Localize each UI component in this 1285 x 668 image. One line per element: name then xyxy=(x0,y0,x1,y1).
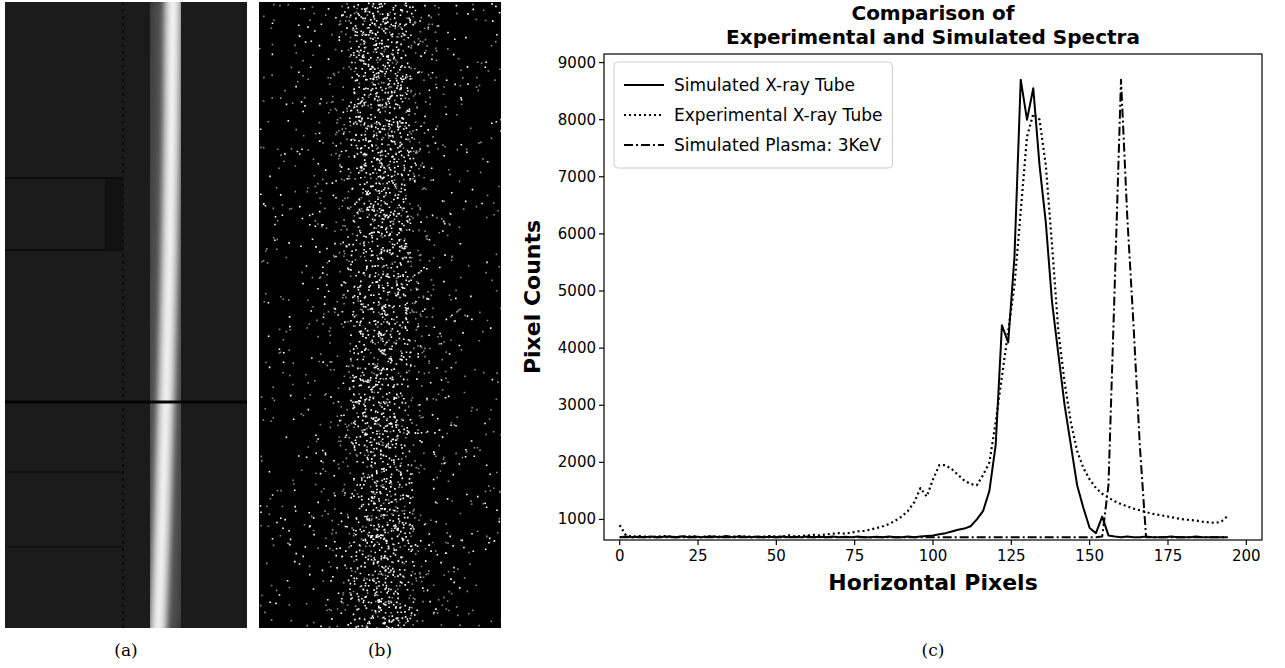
y-tick xyxy=(599,176,604,177)
series-line xyxy=(620,80,1228,537)
legend-label: Simulated X-ray Tube xyxy=(674,75,855,95)
x-tick-label: 175 xyxy=(1154,547,1183,565)
x-tick-label: 75 xyxy=(845,547,864,565)
image-seam xyxy=(5,471,123,473)
image-panel-a xyxy=(5,2,247,628)
y-tick xyxy=(599,290,604,291)
series-line xyxy=(620,80,1228,537)
y-axis-title: Pixel Counts xyxy=(520,220,545,374)
x-tick xyxy=(932,540,933,545)
image-stripe-core xyxy=(158,2,173,628)
x-tick-label: 200 xyxy=(1232,547,1261,565)
figure: Comparison ofExperimental and Simulated … xyxy=(0,0,1285,668)
y-tick xyxy=(599,119,604,120)
x-tick xyxy=(1089,540,1090,545)
image-seam xyxy=(5,401,247,404)
x-tick-label: 100 xyxy=(919,547,948,565)
chart-title: Comparison of xyxy=(851,1,1014,25)
x-tick xyxy=(697,540,698,545)
y-tick xyxy=(599,405,604,406)
y-tick xyxy=(599,519,604,520)
legend-line xyxy=(624,84,664,86)
plot-frame xyxy=(604,54,1262,540)
y-tick-label: 8000 xyxy=(558,111,596,129)
y-tick-label: 4000 xyxy=(558,339,596,357)
x-tick-label: 0 xyxy=(615,547,625,565)
image-panel-b xyxy=(259,2,501,628)
image-noise xyxy=(259,3,501,628)
image-seam xyxy=(5,546,123,548)
x-axis-title: Horizontal Pixels xyxy=(828,570,1037,595)
x-tick xyxy=(1011,540,1012,545)
y-tick xyxy=(599,62,604,63)
x-tick xyxy=(1246,540,1247,545)
x-tick xyxy=(854,540,855,545)
legend-label: Experimental X-ray Tube xyxy=(674,105,882,125)
legend-box xyxy=(614,62,892,168)
legend-line xyxy=(624,144,664,146)
y-tick-label: 6000 xyxy=(558,225,596,243)
series-line xyxy=(620,114,1228,537)
y-tick xyxy=(599,348,604,349)
y-tick-label: 9000 xyxy=(558,54,596,72)
x-tick-label: 125 xyxy=(997,547,1026,565)
image-noise xyxy=(259,3,501,628)
x-tick xyxy=(1167,540,1168,545)
image-background xyxy=(5,2,247,628)
x-tick-label: 50 xyxy=(767,547,786,565)
legend: Simulated X-ray Tube Experimental X-ray T… xyxy=(614,62,892,168)
y-tick-label: 7000 xyxy=(558,168,596,186)
x-tick-label: 150 xyxy=(1075,547,1104,565)
chart-title: Experimental and Simulated Spectra xyxy=(726,25,1140,49)
panel-label: (a) xyxy=(114,640,137,660)
y-tick-label: 2000 xyxy=(558,453,596,471)
image-stripe xyxy=(158,2,173,628)
y-tick xyxy=(599,462,604,463)
y-tick-label: 3000 xyxy=(558,396,596,414)
image-glow xyxy=(158,2,173,628)
x-tick-label: 25 xyxy=(688,547,707,565)
panel-label: (b) xyxy=(368,640,392,660)
image-seam xyxy=(5,249,123,251)
image-seam xyxy=(122,2,124,628)
image-seam xyxy=(105,178,123,250)
y-tick xyxy=(599,233,604,234)
legend-label: Simulated Plasma: 3KeV xyxy=(674,135,881,155)
y-tick-label: 5000 xyxy=(558,282,596,300)
plot-lines xyxy=(620,80,1228,537)
panel-label: (c) xyxy=(922,640,945,660)
x-tick xyxy=(776,540,777,545)
x-tick xyxy=(619,540,620,545)
y-tick-label: 1000 xyxy=(558,510,596,528)
legend-line xyxy=(624,114,664,116)
